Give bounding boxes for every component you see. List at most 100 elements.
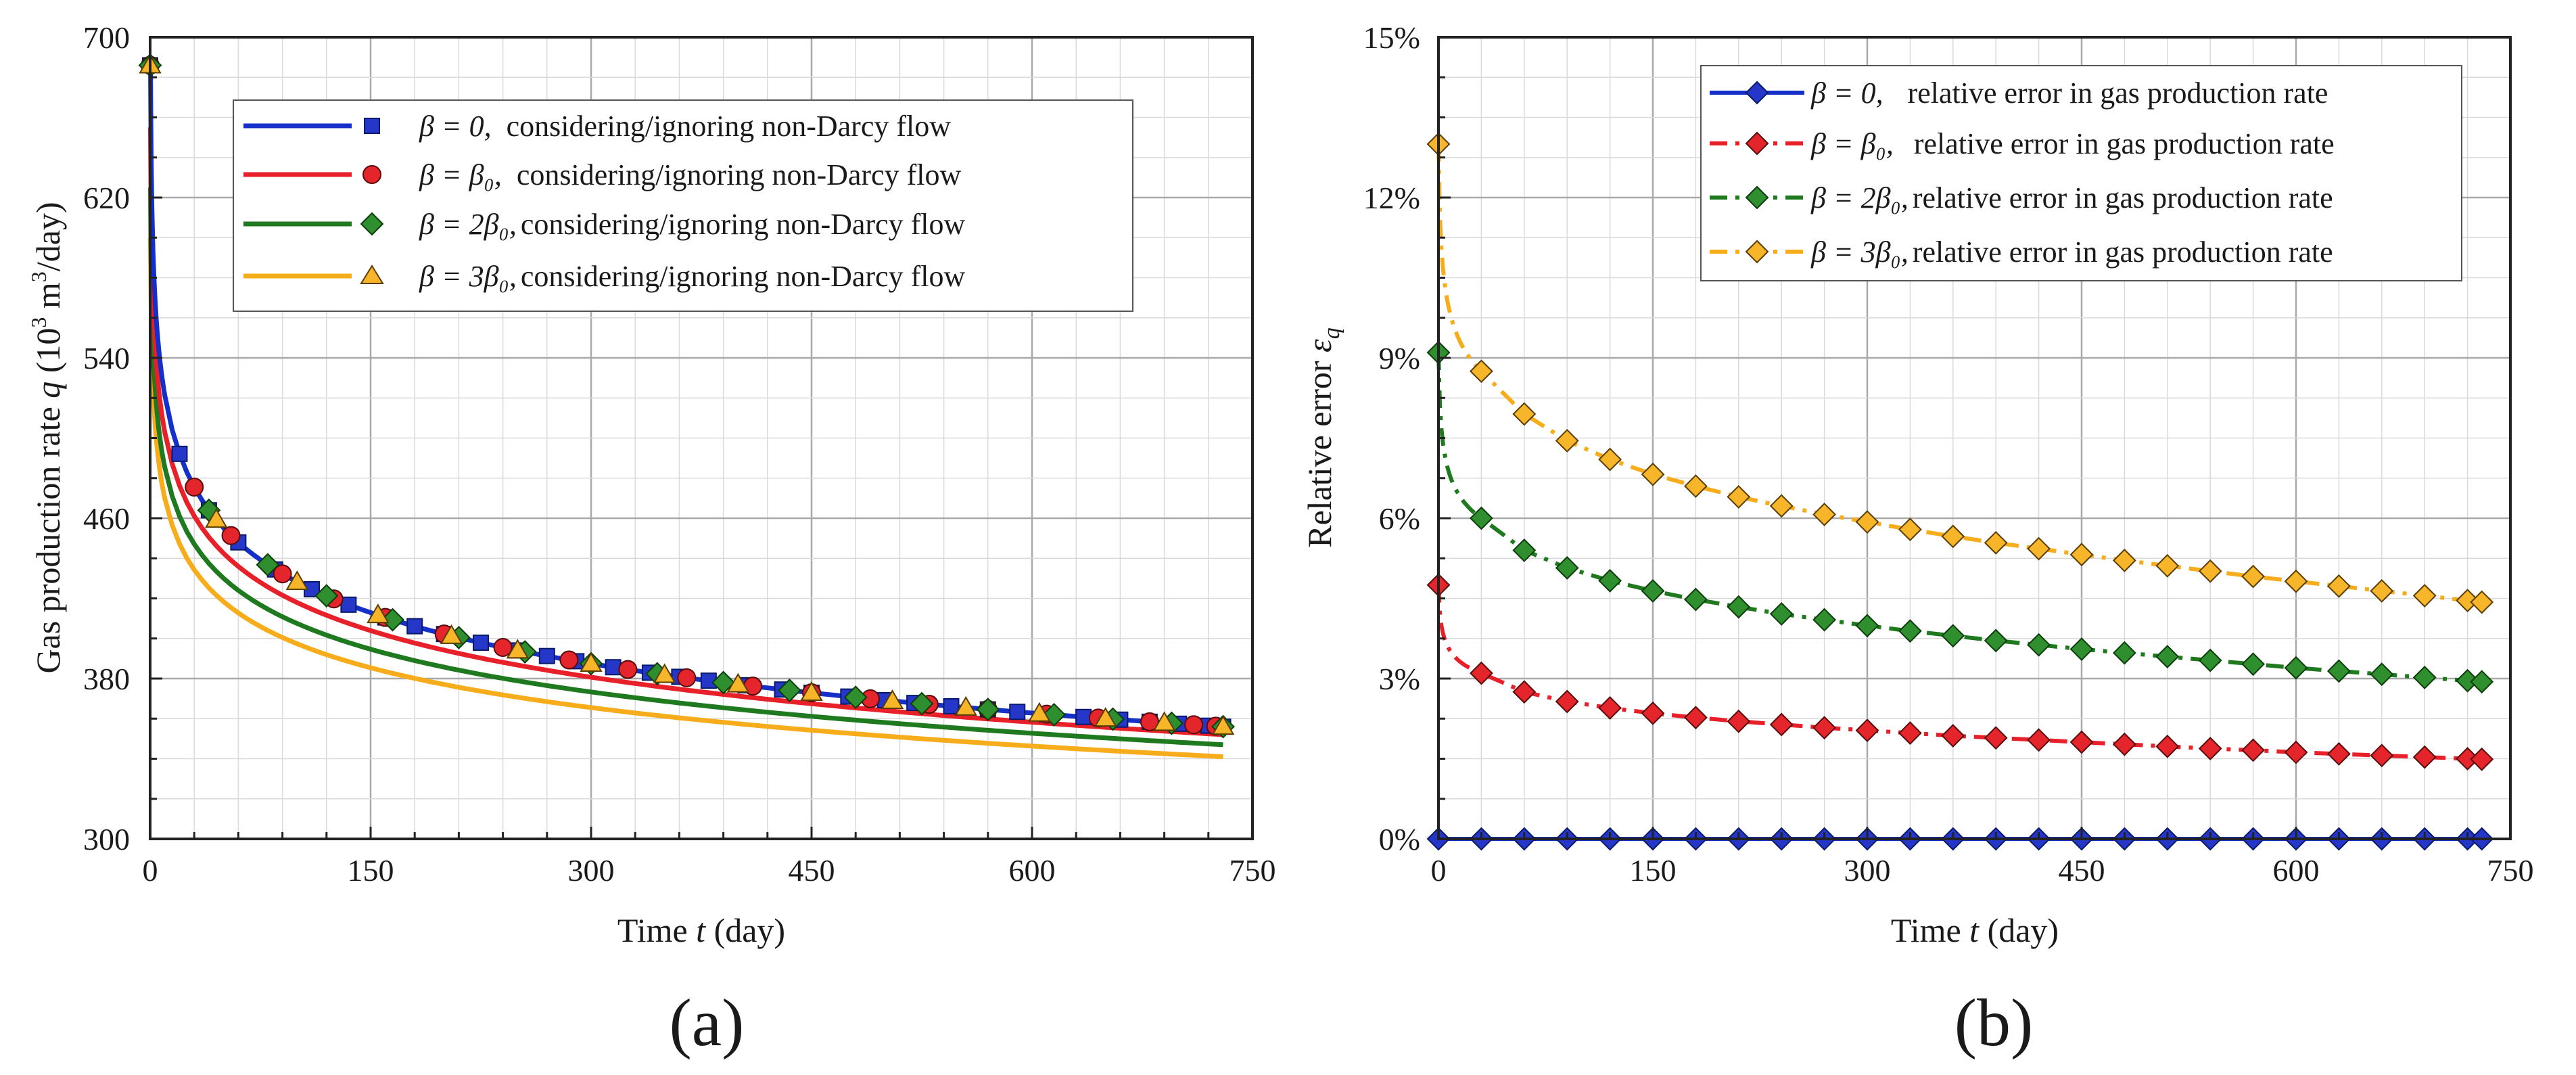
y-axis-label-b-sub: q <box>1319 327 1344 339</box>
marker-b-diamond <box>2284 569 2308 593</box>
marker-b-diamond <box>1683 474 1708 499</box>
marker-a-diamond <box>976 697 1000 722</box>
x-tick-label-b: 450 <box>2059 853 2105 888</box>
marker-b-diamond <box>1555 689 1579 714</box>
y-axis-label-a: Gas production rate q (103 m3/day) <box>26 202 67 673</box>
marker-b-diamond <box>1469 661 1493 685</box>
marker-a-square <box>1009 704 1026 721</box>
marker-b-diamond <box>2326 574 2351 598</box>
y-tick-label-b: 3% <box>1379 662 1420 696</box>
y-axis-label-b-var: ε <box>1301 339 1338 352</box>
legend-label-a: β = 3β₀, considering/ignoring non-Darcy f… <box>419 260 965 293</box>
legend-beta-b: β = 3β₀, <box>1810 235 1908 269</box>
marker-b-diamond <box>1941 524 1965 549</box>
marker-a-diamond <box>777 678 801 702</box>
x-tick-label-b: 0 <box>1431 853 1447 888</box>
legend-label-a: β = 0, considering/ignoring non-Darcy flo… <box>419 110 951 143</box>
x-tick-label-a: 750 <box>1230 853 1276 888</box>
legend-beta-a: β = 2β₀, <box>419 208 517 241</box>
marker-b-diamond <box>1898 619 1922 643</box>
y-axis-label-a-unit: /day) <box>29 202 67 271</box>
legend-marker-diamond <box>1745 239 1769 264</box>
marker-a-square <box>171 445 188 462</box>
marker-b-diamond <box>1984 726 2008 750</box>
marker-a-diamond <box>711 670 736 695</box>
marker-b-diamond <box>2370 744 2394 768</box>
legend-beta-a: β = 3β₀, <box>419 260 517 293</box>
marker-a-diamond <box>843 685 868 710</box>
marker-a-circle <box>185 477 204 497</box>
marker-a-triangle <box>367 603 390 624</box>
marker-a-square <box>943 697 960 714</box>
marker-b-diamond <box>2326 659 2351 683</box>
x-tick-label-a: 0 <box>143 853 158 888</box>
series-line-a-green <box>148 187 1223 748</box>
legend-desc-a: considering/ignoring non-Darcy flow <box>507 110 952 143</box>
legend-marker-diamond <box>1745 131 1769 156</box>
y-tick-label-a: 380 <box>83 662 130 696</box>
marker-b-diamond <box>2412 666 2437 689</box>
marker-b-diamond <box>2412 584 2437 608</box>
marker-b-diamond <box>2112 641 2136 665</box>
x-axis-label-a-unit: (day) <box>705 911 785 949</box>
marker-a-circle <box>1184 715 1204 735</box>
panel-label-b: (b) <box>1954 985 2034 1060</box>
y-axis-label-a-sup: 3 <box>26 271 51 282</box>
marker-b-diamond <box>2326 741 2351 766</box>
marker-a-square <box>340 596 357 613</box>
legend-a-box <box>233 99 1133 312</box>
marker-a-square <box>605 659 622 676</box>
legend-desc-b: relative error in gas production rate <box>1913 235 2333 269</box>
marker-b-diamond <box>1769 494 1794 518</box>
marker-a-triangle <box>1028 702 1051 722</box>
legend-marker-diamond <box>1745 185 1769 210</box>
marker-a-triangle <box>726 672 750 693</box>
marker-a-triangle <box>506 639 530 659</box>
marker-a-circle <box>618 660 638 679</box>
marker-b-diamond <box>2456 589 2480 613</box>
marker-b-diamond <box>1812 716 1837 740</box>
marker-b-diamond <box>1512 538 1537 562</box>
legend-label-a: β = 2β₀, considering/ignoring non-Darcy f… <box>419 208 965 241</box>
legend-label-b: β = 0, relative error in gas production r… <box>1810 76 2328 110</box>
marker-b-diamond <box>1941 724 1965 748</box>
legend-marker-square <box>364 118 380 134</box>
marker-a-triangle <box>285 570 309 591</box>
marker-a-circle <box>559 650 579 670</box>
marker-b-diamond <box>1598 569 1622 593</box>
marker-a-diamond <box>314 584 339 608</box>
y-axis-label-a-sup: 3 <box>26 317 51 328</box>
marker-a-triangle <box>954 695 977 716</box>
marker-b-diamond <box>2155 645 2180 669</box>
marker-b-diamond <box>1984 628 2008 653</box>
y-axis-label-b-main: Relative error <box>1301 352 1338 548</box>
marker-b-diamond <box>1941 624 1965 648</box>
marker-a-square <box>406 618 423 635</box>
marker-b-diamond <box>2027 633 2051 657</box>
panel-a: 0 150 300 450 600 750 300 380 460 540 62… <box>26 20 1276 1060</box>
panel-label-a: (a) <box>670 985 745 1060</box>
marker-b-diamond <box>1855 510 1879 534</box>
marker-a-diamond <box>910 691 934 716</box>
marker-b-diamond <box>2155 553 2180 578</box>
marker-a-triangle <box>1152 711 1176 731</box>
marker-b-diamond <box>2198 737 2222 760</box>
marker-a-circle <box>221 526 241 545</box>
legend-desc-b: relative error in gas production rate <box>1908 76 2328 110</box>
legend-label-b: β = 3β₀, relative error in gas production… <box>1810 235 2333 269</box>
y-axis-label-a-unit: (10 <box>29 328 67 382</box>
marker-b-diamond <box>1512 680 1537 704</box>
marker-b-diamond <box>2069 730 2094 754</box>
series-line-a-orange <box>148 237 1223 759</box>
y-tick-label-b: 0% <box>1379 822 1420 856</box>
y-tick-label-a: 700 <box>83 20 130 55</box>
x-tick-label-b: 600 <box>2273 853 2320 888</box>
legend-beta-b: β = 2β₀, <box>1810 181 1908 214</box>
x-tick-label-a: 600 <box>1009 853 1056 888</box>
legend-desc-a: considering/ignoring non-Darcy flow <box>517 158 962 191</box>
legend-desc-b: relative error in gas production rate <box>1913 181 2333 214</box>
marker-a-triangle <box>580 652 603 672</box>
marker-b-diamond <box>2470 590 2494 614</box>
